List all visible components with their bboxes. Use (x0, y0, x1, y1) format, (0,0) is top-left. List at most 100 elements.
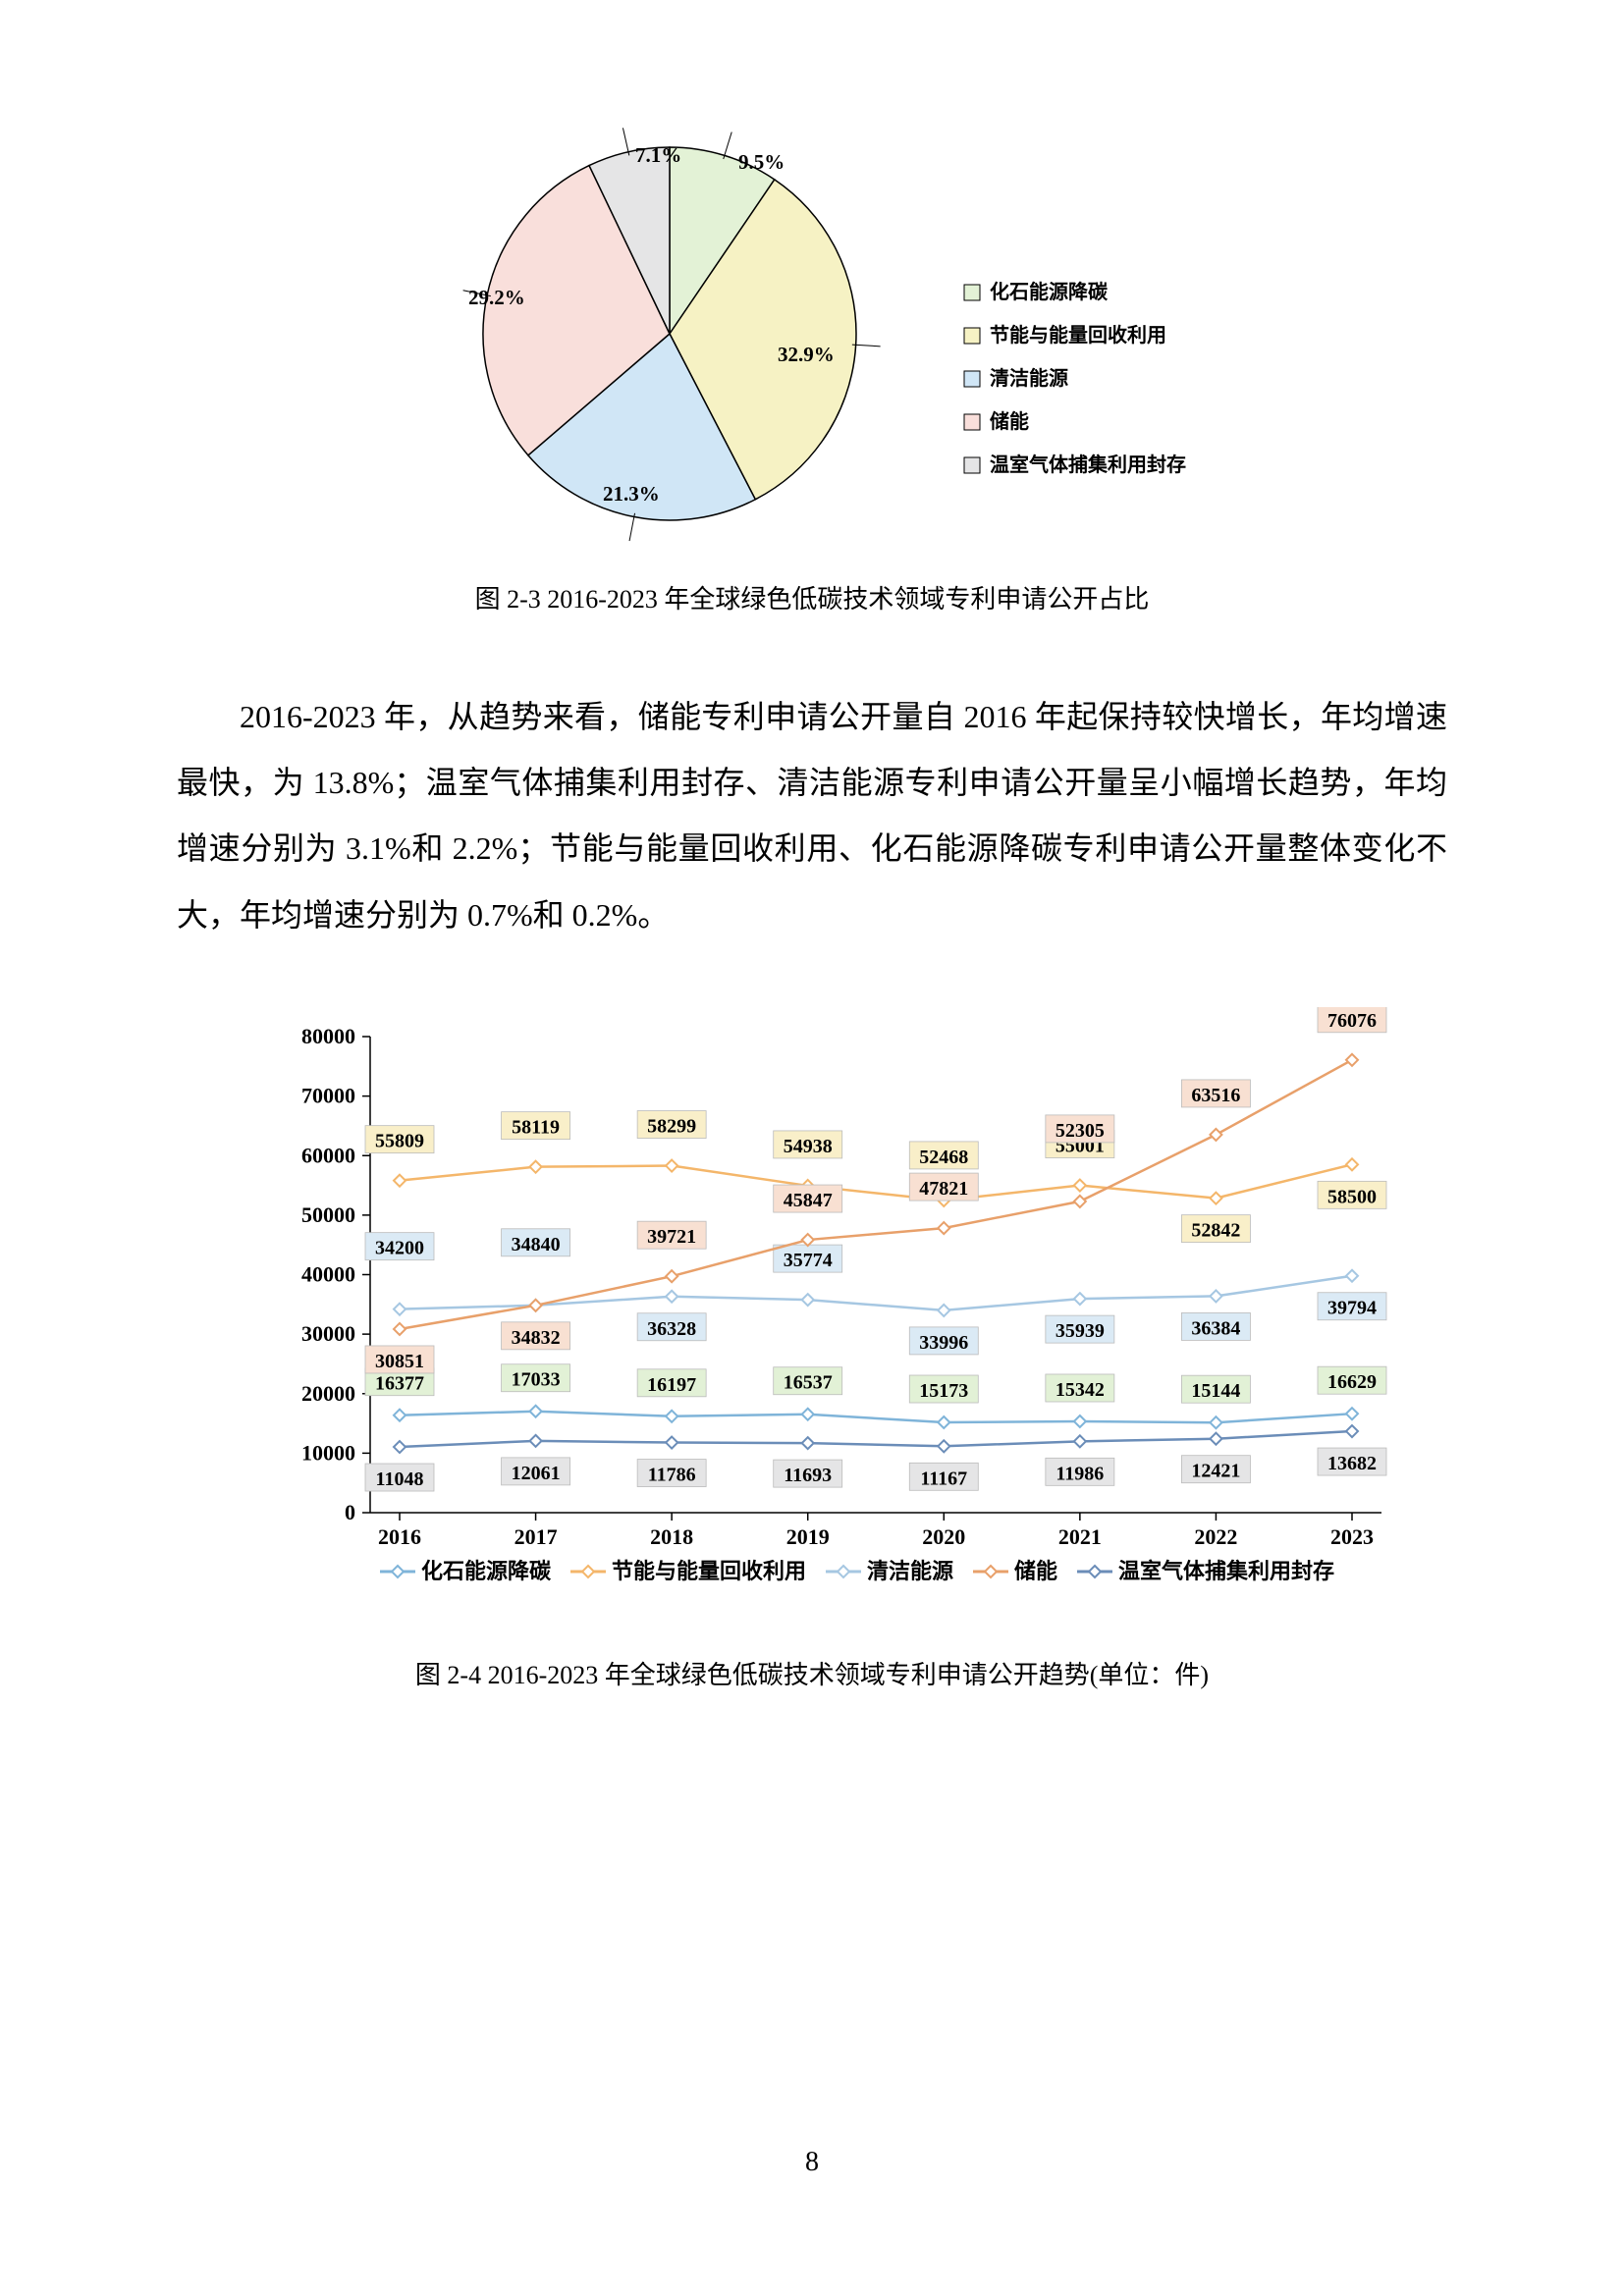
data-label: 11048 (376, 1468, 424, 1490)
line-chart: 0100002000030000400005000060000700008000… (228, 1007, 1396, 1626)
data-label: 17033 (512, 1368, 561, 1390)
x-tick-label: 2023 (1330, 1524, 1374, 1549)
data-label: 52842 (1191, 1219, 1240, 1241)
series-marker (1210, 1416, 1221, 1428)
legend-swatch (964, 457, 980, 473)
data-label: 34200 (375, 1237, 424, 1258)
series-marker (938, 1440, 949, 1452)
data-label: 11986 (1056, 1463, 1104, 1484)
data-label: 45847 (784, 1190, 833, 1211)
legend-swatch (964, 414, 980, 430)
line-caption: 图 2-4 2016-2023 年全球绿色低碳技术领域专利申请公开趋势(单位：件… (177, 1655, 1447, 1691)
series-marker (530, 1435, 542, 1447)
series-marker (666, 1411, 677, 1422)
pie-slice-label: 32.9% (778, 343, 835, 366)
data-label: 58299 (647, 1115, 696, 1137)
series-marker (394, 1174, 406, 1186)
data-label: 36328 (647, 1318, 696, 1340)
series-marker (802, 1234, 814, 1246)
series-line (400, 1164, 1352, 1201)
legend-swatch (964, 328, 980, 344)
series-marker (1210, 1192, 1221, 1203)
data-label: 52305 (1056, 1120, 1105, 1142)
data-label: 12421 (1191, 1460, 1240, 1481)
pie-slice-label: 7.1% (635, 143, 681, 167)
legend-label: 清洁能源 (990, 366, 1068, 390)
data-label: 52468 (919, 1147, 968, 1168)
data-label: 12061 (512, 1463, 561, 1484)
data-label: 11786 (648, 1464, 696, 1485)
line-chart-container: 0100002000030000400005000060000700008000… (177, 1007, 1447, 1626)
series-marker (802, 1408, 814, 1419)
line-legend-label: 清洁能源 (867, 1559, 953, 1583)
series-marker (530, 1160, 542, 1172)
y-tick-label: 10000 (301, 1440, 355, 1465)
data-label: 39721 (647, 1226, 696, 1248)
data-label: 34832 (512, 1327, 561, 1349)
series-marker (394, 1441, 406, 1453)
series-marker (666, 1291, 677, 1303)
series-marker (802, 1294, 814, 1306)
y-tick-label: 70000 (301, 1083, 355, 1107)
x-tick-label: 2017 (514, 1524, 558, 1549)
series-marker (530, 1300, 542, 1311)
data-label: 54938 (784, 1136, 833, 1157)
series-marker (666, 1436, 677, 1448)
series-marker (938, 1222, 949, 1234)
series-marker (394, 1409, 406, 1420)
data-label: 16537 (784, 1371, 833, 1393)
legend-label: 温室气体捕集利用封存 (990, 453, 1186, 476)
y-tick-label: 20000 (301, 1381, 355, 1406)
line-legend-label: 节能与能量回收利用 (612, 1559, 806, 1583)
legend-swatch (964, 285, 980, 300)
data-label: 63516 (1191, 1085, 1240, 1106)
y-tick-label: 30000 (301, 1321, 355, 1346)
y-tick-label: 0 (345, 1500, 355, 1524)
data-label: 58500 (1327, 1186, 1377, 1207)
series-marker (1074, 1179, 1086, 1191)
series-marker (1210, 1129, 1221, 1141)
data-label: 47821 (919, 1178, 968, 1200)
data-label: 36384 (1191, 1317, 1240, 1339)
data-label: 13682 (1327, 1453, 1377, 1474)
line-legend-label: 化石能源降碳 (421, 1559, 552, 1583)
body-paragraph: 2016-2023 年，从趋势来看，储能专利申请公开量自 2016 年起保持较快… (177, 684, 1447, 948)
data-label: 16197 (647, 1374, 696, 1396)
x-tick-label: 2019 (786, 1524, 830, 1549)
data-label: 35774 (784, 1250, 833, 1271)
series-marker (666, 1270, 677, 1282)
series-marker (1346, 1408, 1358, 1419)
data-label: 15173 (919, 1380, 968, 1402)
series-marker (938, 1305, 949, 1316)
data-label: 15342 (1056, 1379, 1105, 1401)
pie-caption: 图 2-3 2016-2023 年全球绿色低碳技术领域专利申请公开占比 (177, 579, 1447, 615)
series-marker (938, 1416, 949, 1428)
data-label: 30851 (375, 1351, 424, 1372)
series-marker (1074, 1293, 1086, 1305)
series-marker (1074, 1196, 1086, 1207)
series-marker (1346, 1425, 1358, 1437)
pie-slice-label: 9.5% (738, 150, 785, 174)
line-legend-label: 温室气体捕集利用封存 (1118, 1559, 1334, 1583)
series-marker (666, 1159, 677, 1171)
x-tick-label: 2016 (378, 1524, 421, 1549)
pie-chart: 9.5%32.9%21.3%29.2%7.1%化石能源降碳节能与能量回收利用清洁… (385, 118, 1239, 550)
x-tick-label: 2022 (1194, 1524, 1237, 1549)
series-line (400, 1411, 1352, 1421)
series-marker (1346, 1054, 1358, 1066)
data-label: 55809 (375, 1130, 424, 1151)
series-marker (530, 1405, 542, 1416)
data-label: 76076 (1327, 1010, 1377, 1032)
line-legend-label: 储能 (1014, 1559, 1057, 1583)
pie-slice-label: 29.2% (468, 286, 525, 309)
y-tick-label: 40000 (301, 1261, 355, 1286)
series-marker (802, 1437, 814, 1449)
data-label: 15144 (1191, 1380, 1240, 1402)
data-label: 39794 (1327, 1297, 1377, 1318)
series-marker (1346, 1158, 1358, 1170)
series-marker (1074, 1415, 1086, 1427)
pie-slice-label: 21.3% (603, 482, 660, 506)
y-tick-label: 80000 (301, 1024, 355, 1048)
legend-label: 节能与能量回收利用 (990, 323, 1166, 347)
series-marker (1210, 1290, 1221, 1302)
